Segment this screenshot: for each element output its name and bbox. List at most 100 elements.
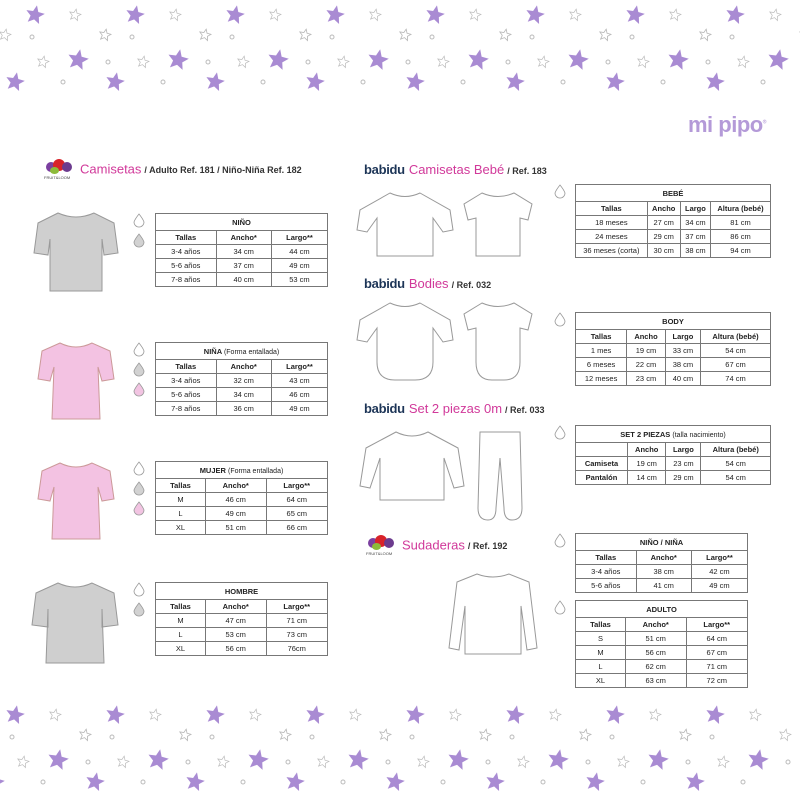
table-cell: 81 cm [710, 215, 771, 230]
dot-icon [9, 734, 15, 740]
table-header-row: Tallas Ancho Largo Altura (bebé) [574, 329, 771, 344]
table-cell: 5-6 años [155, 387, 217, 402]
dot-icon [109, 734, 115, 740]
baby-longsleeve-image [356, 192, 454, 257]
star-icon [469, 8, 482, 22]
star-pattern-top [0, 5, 800, 92]
table-cell: 64 cm [265, 492, 329, 507]
dot-icon [440, 779, 446, 785]
camisetas-bebe-header: babidu Camisetas Bebé / Ref. 183 [364, 162, 547, 177]
table-cell: 6 meses [574, 357, 628, 372]
table-row: XL 51 cm 66 cm [155, 520, 329, 535]
table-row: 3-4 años 32 cm 43 cm [155, 373, 329, 388]
table-cell: 41 cm [635, 578, 692, 593]
star-icon [679, 728, 692, 742]
column-header: Ancho* [635, 550, 692, 565]
dot-icon [385, 759, 391, 765]
star-icon [768, 49, 789, 70]
table-cell: 46 cm [270, 387, 329, 402]
table-cell: 67 cm [685, 645, 749, 660]
star-icon [506, 72, 525, 92]
column-header: Ancho [626, 442, 667, 457]
table-row: Pantalón 14 cm 29 cm 54 cm [575, 470, 771, 485]
body-size-table: BODY Tallas Ancho Largo Altura (bebé) 1 mes 1… [574, 312, 771, 386]
gray-color-swatch-icon [133, 602, 145, 617]
table-row: 24 meses 29 cm 37 cm 86 cm [575, 229, 771, 244]
column-header: Ancho* [215, 359, 272, 374]
table-cell: Camiseta [575, 456, 628, 471]
table-cell: 1 mes [574, 343, 628, 358]
star-icon [0, 779, 5, 784]
dot-icon [609, 734, 615, 740]
column-header: Tallas [155, 230, 217, 245]
table-row: 7-8 años 36 cm 49 cm [155, 401, 329, 416]
table-cell: 86 cm [710, 229, 771, 244]
table-cell: 23 cm [665, 456, 702, 471]
babidu-logo: babidu [364, 401, 405, 416]
baby-tshirt-image [463, 192, 533, 257]
white-color-swatch-icon [554, 533, 566, 548]
table-header-row: Ancho Largo Altura (bebé) [575, 442, 771, 457]
table-cell: 66 cm [265, 520, 329, 535]
dot-icon [160, 79, 166, 85]
sweatshirt-image [448, 573, 538, 655]
table-header-row: Tallas Ancho* Largo** [575, 617, 749, 632]
white-color-swatch-icon [554, 600, 566, 615]
table-cell: 36 meses (corta) [575, 243, 648, 258]
table-cell: 23 cm [626, 371, 666, 386]
table-title: NIÑO / NIÑA [575, 533, 748, 551]
table-cell: 64 cm [685, 631, 749, 646]
fruit-of-the-loom-logo: FRUIT&LOOM [44, 158, 76, 182]
table-cell: 12 meses [574, 371, 628, 386]
star-icon [386, 772, 405, 792]
star-icon [579, 728, 592, 742]
column-header: Largo** [690, 550, 749, 565]
table-cell: 34 cm [679, 215, 712, 230]
table-cell: 42 cm [690, 564, 749, 579]
dot-icon [729, 34, 735, 40]
table-header-row: Tallas Ancho* Largo** [575, 550, 749, 565]
table-cell: 49 cm [270, 258, 329, 273]
table-row: 36 meses (corta) 30 cm 38 cm 94 cm [575, 243, 771, 258]
table-cell: 5-6 años [575, 578, 637, 593]
star-icon [326, 5, 345, 25]
dot-icon [685, 759, 691, 765]
table-cell: M [155, 492, 206, 507]
star-icon [317, 755, 330, 769]
white-color-swatch-icon [133, 342, 145, 357]
dot-icon [529, 34, 535, 40]
star-icon [499, 28, 512, 42]
star-icon [179, 728, 192, 742]
dot-icon [40, 779, 46, 785]
star-icon [626, 5, 645, 25]
sudaderas-header: FRUIT&LOOM Sudaderas / Ref. 192 [366, 534, 507, 558]
table-row: 3-4 años 34 cm 44 cm [155, 244, 329, 259]
star-icon [637, 55, 650, 69]
star-icon [206, 72, 225, 92]
table-cell: XL [155, 641, 206, 656]
table-title: NIÑA (Forma entallada) [155, 342, 328, 360]
star-icon [168, 49, 189, 70]
table-row: S 51 cm 64 cm [575, 631, 749, 646]
tshirt-pink-women-image [37, 462, 115, 540]
mi-pipo-logo: mi pipo® [688, 112, 766, 137]
star-icon [699, 28, 712, 42]
star-icon [279, 728, 292, 742]
table-cell: 22 cm [626, 357, 666, 372]
table-cell: 3-4 años [575, 564, 637, 579]
star-icon [199, 28, 212, 42]
set-shirt-image [359, 431, 465, 501]
star-icon [106, 705, 125, 725]
table-cell: 33 cm [664, 343, 702, 358]
star-icon [379, 728, 392, 742]
white-color-swatch-icon [554, 312, 566, 327]
table-row: 18 meses 27 cm 34 cm 81 cm [575, 215, 771, 230]
dot-icon [260, 79, 266, 85]
table-cell: 34 cm [215, 387, 272, 402]
table-cell: 38 cm [635, 564, 692, 579]
dot-icon [409, 734, 415, 740]
star-icon [68, 49, 89, 70]
star-icon [137, 55, 150, 69]
table-cell: 5-6 años [155, 258, 217, 273]
table-cell: 56 cm [624, 645, 687, 660]
